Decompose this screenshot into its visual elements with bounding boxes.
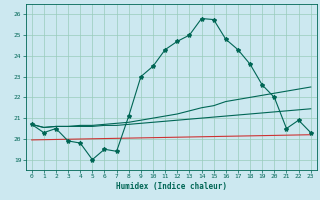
- X-axis label: Humidex (Indice chaleur): Humidex (Indice chaleur): [116, 182, 227, 191]
